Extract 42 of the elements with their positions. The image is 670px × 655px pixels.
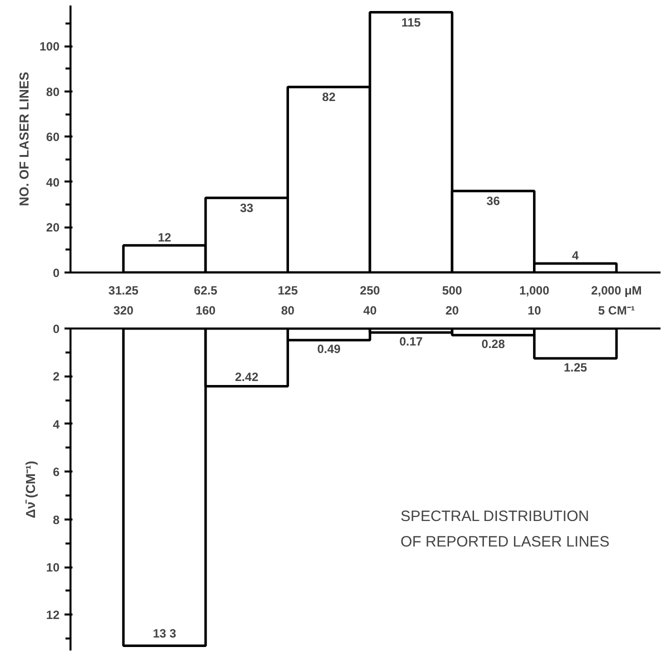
y-tick-label: 0 [52,266,60,280]
x-tick-label: 500 [442,284,462,298]
x-tick-label: 62.5 [194,284,218,298]
data-label: 82 [322,90,336,104]
y-tick-label: 8 [52,512,60,527]
data-label: 2.42 [235,370,259,384]
y-tick-label: 40 [46,175,60,190]
y-tick-label: 10 [46,560,60,575]
x-tick-label: 160 [196,304,216,318]
x-tick-label: 250 [360,284,380,298]
y-tick-label: 100 [39,40,60,54]
x-tick-label: 5 CM⁻¹ [598,304,635,318]
data-label: 0.49 [317,342,341,356]
y-axis-title: Δν̄ (CM⁻¹) [23,460,38,518]
x-tick-label: 1,000 [519,284,550,298]
data-label: 0.28 [482,337,506,352]
x-tick-label: 80 [281,304,295,318]
x-tick-label: 31.25 [108,284,139,298]
x-tick-label: 320 [113,304,134,318]
data-label: 4 [572,248,580,262]
data-label: 12 [158,230,172,244]
y-tick-label: 20 [46,220,60,235]
data-label: 13 3 [152,626,177,641]
data-label: 0.17 [399,334,424,349]
y-tick-label: 4 [52,417,60,432]
annotation: SPECTRAL DISTRIBUTION OF REPORTED LASER LINES [400,508,610,550]
x-tick-label: 40 [363,304,377,318]
y-tick-label: 60 [46,130,60,144]
y-tick-label: 0 [52,322,60,336]
data-label: 115 [401,15,422,30]
y-tick-label: 12 [46,608,60,622]
x-tick-label: 125 [278,284,298,298]
data-label: 1.25 [564,360,588,374]
data-label: 33 [240,200,254,215]
y-tick-label: 2 [52,370,60,384]
x-tick-label: 2,000 μM [591,284,642,298]
y-tick-label: 80 [46,84,60,99]
data-label: 36 [486,194,500,208]
x-tick-label: 10 [528,304,542,318]
y-axis-title: NO. OF LASER LINES [16,72,32,206]
x-tick-label: 20 [445,304,460,318]
y-tick-label: 6 [52,465,60,480]
